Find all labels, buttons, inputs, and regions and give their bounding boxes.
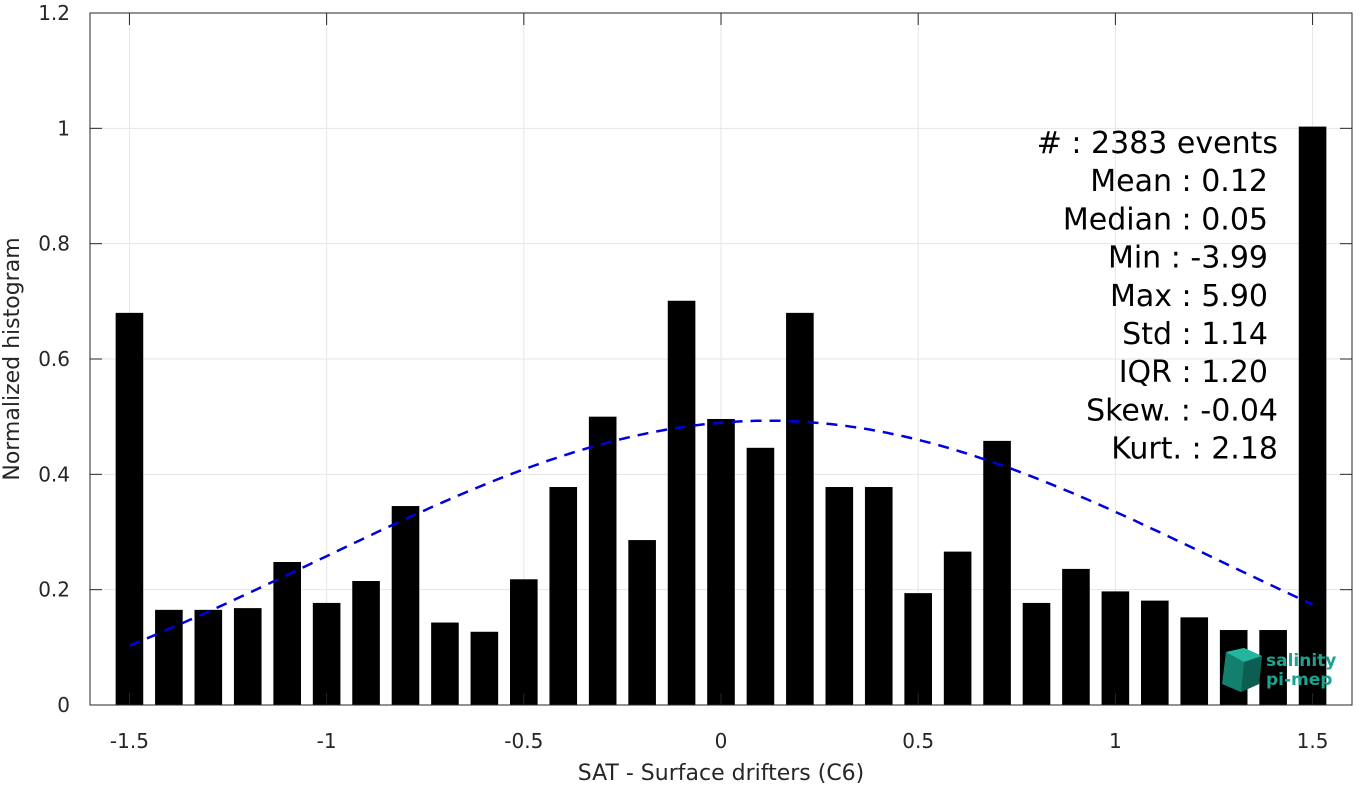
x-tick-label-0: -1.5 <box>110 729 149 753</box>
bar-2 <box>194 609 223 705</box>
bar-24 <box>1062 568 1090 705</box>
x-axis-label: SAT - Surface drifters (C6) <box>578 761 865 785</box>
x-tick-label-2: -0.5 <box>504 729 543 753</box>
bar-15 <box>707 418 735 705</box>
logo-cube-icon <box>1222 648 1262 692</box>
stat-line-2: Median : 0.05 <box>1063 202 1268 237</box>
logo-text-pimep: pi-mep <box>1266 670 1332 690</box>
bar-29 <box>1259 630 1287 705</box>
stat-line-8: Kurt. : 2.18 <box>1111 432 1278 467</box>
bar-6 <box>352 581 380 705</box>
bar-21 <box>943 551 972 705</box>
bar-17 <box>786 312 814 705</box>
bar-5 <box>312 602 341 705</box>
stat-line-7: Skew. : -0.04 <box>1086 393 1278 428</box>
x-tick-label-5: 1 <box>1109 729 1122 753</box>
bar-1 <box>155 609 183 705</box>
bar-7 <box>391 506 420 705</box>
stat-line-4: Max : 5.90 <box>1110 279 1268 314</box>
tick-labels: -1.5 -1 -0.5 0 0.5 1 1.5 0 0.2 0.4 0.6 0.8 1 1.2 <box>38 1 1328 753</box>
normal-fit-curve <box>128 419 1314 647</box>
x-tick-label-6: 1.5 <box>1297 729 1329 753</box>
stat-line-5: Std : 1.14 <box>1122 317 1268 352</box>
ticks <box>90 12 1352 706</box>
stat-line-1: Mean : 0.12 <box>1090 164 1268 199</box>
bar-20 <box>904 593 932 705</box>
bar-10 <box>510 579 538 705</box>
bar-19 <box>864 487 893 705</box>
y-tick-label-1: 0.2 <box>38 578 70 602</box>
bar-18 <box>825 487 854 705</box>
bar-11 <box>549 487 578 705</box>
y-tick-label-3: 0.6 <box>38 347 70 371</box>
bar-4 <box>273 561 301 705</box>
bar-22 <box>983 440 1011 705</box>
bar-3 <box>233 608 262 705</box>
bars <box>115 126 1327 705</box>
y-tick-label-5: 1 <box>57 116 70 140</box>
logo-text-salinity: salinity <box>1266 651 1336 671</box>
x-tick-label-1: -1 <box>317 729 337 753</box>
bar-23 <box>1022 602 1051 705</box>
bar-12 <box>588 416 617 705</box>
x-tick-label-3: 0 <box>715 729 728 753</box>
bar-13 <box>628 540 656 705</box>
x-tick-label-4: 0.5 <box>902 729 934 753</box>
bar-27 <box>1180 617 1209 705</box>
stat-line-0: # : 2383 events <box>1037 126 1278 161</box>
bar-14 <box>667 300 696 705</box>
bar-0 <box>115 312 144 705</box>
bar-25 <box>1101 591 1130 705</box>
bar-16 <box>746 447 775 705</box>
y-tick-label-6: 1.2 <box>38 1 70 25</box>
y-tick-label-4: 0.8 <box>38 232 70 256</box>
y-tick-label-2: 0.4 <box>38 462 70 486</box>
bar-9 <box>470 631 499 705</box>
y-axis-label: Normalized histogram <box>0 237 25 480</box>
salinity-pimep-logo: salinity pi-mep <box>1222 648 1336 692</box>
stat-line-3: Min : -3.99 <box>1108 241 1268 276</box>
bar-8 <box>431 622 459 705</box>
y-tick-label-0: 0 <box>57 693 70 717</box>
bar-30 <box>1298 126 1327 705</box>
bar-26 <box>1141 600 1169 705</box>
stat-line-6: IQR : 1.20 <box>1119 355 1268 390</box>
